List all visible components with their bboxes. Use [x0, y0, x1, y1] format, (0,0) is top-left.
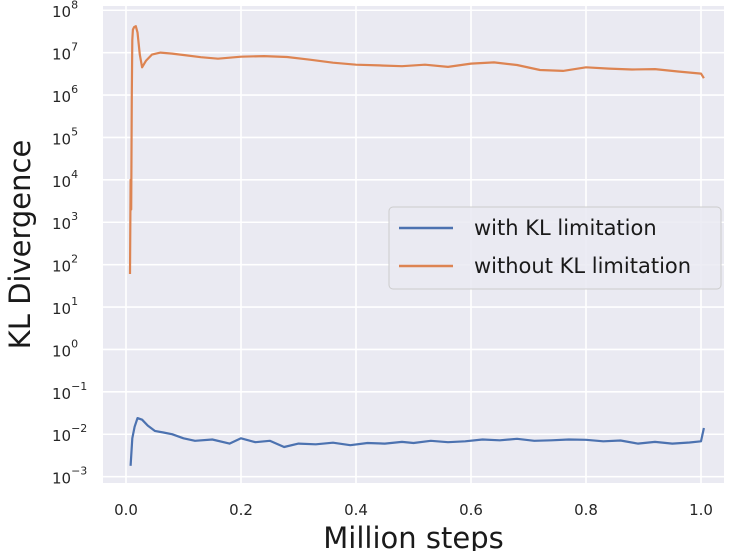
grid-lines: [103, 6, 724, 483]
y-tick-label: 105: [52, 125, 78, 148]
y-tick-label: 100: [52, 337, 78, 360]
y-tick-label: 10−2: [52, 422, 87, 445]
legend-label-without-kl: without KL limitation: [474, 254, 691, 278]
series-lines: [128, 25, 705, 466]
y-tick-label: 106: [52, 83, 78, 106]
y-tick-label: 10−1: [52, 380, 87, 403]
x-axis-ticks: 0.0 0.2 0.4 0.6 0.8 1.0: [114, 501, 713, 519]
x-tick-label: 0.0: [114, 501, 138, 519]
y-axis-label: KL Divergence: [3, 140, 37, 350]
y-tick-label: 103: [52, 210, 78, 233]
y-tick-label: 108: [52, 0, 78, 21]
x-axis-label: Million steps: [323, 521, 503, 551]
legend: with KL limitation without KL limitation: [388, 206, 722, 290]
legend-label-with-kl: with KL limitation: [474, 216, 657, 240]
x-tick-label: 0.8: [574, 501, 598, 519]
y-tick-label: 101: [52, 295, 78, 318]
series-line-without-kl: [128, 25, 705, 275]
series-line-with-kl: [129, 417, 705, 466]
x-tick-label: 1.0: [689, 501, 713, 519]
y-tick-label: 102: [52, 253, 78, 276]
x-tick-label: 0.4: [344, 501, 368, 519]
y-axis-ticks: 108 107 106 105 104 103 102 101 100 10−1 10−2 10−3: [52, 0, 87, 488]
x-tick-label: 0.6: [459, 501, 483, 519]
y-tick-label: 107: [52, 41, 78, 64]
y-tick-label: 104: [52, 168, 78, 191]
x-tick-label: 0.2: [229, 501, 253, 519]
legend-box: [388, 206, 722, 290]
y-tick-label: 10−3: [52, 465, 87, 488]
